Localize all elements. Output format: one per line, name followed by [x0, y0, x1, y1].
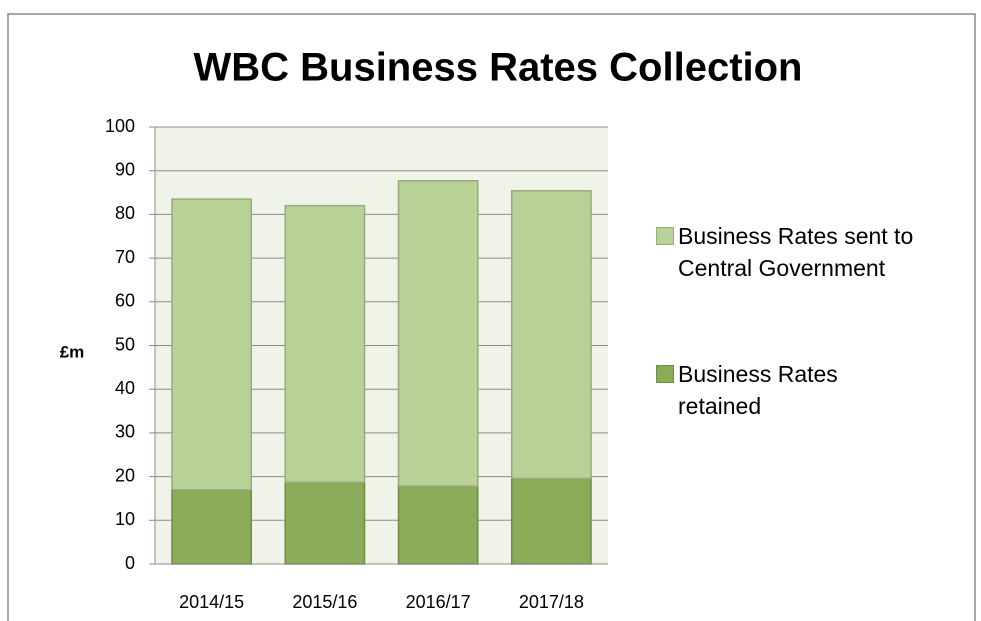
- y-tick-label: 50: [115, 334, 135, 354]
- x-tick-label: 2016/17: [406, 592, 471, 612]
- y-tick-label: 30: [115, 422, 135, 442]
- bar-segment: [284, 481, 366, 565]
- x-tick-label: 2014/15: [179, 592, 244, 612]
- bar-segment: [171, 198, 253, 491]
- bar-segment: [284, 204, 366, 484]
- legend-label: Business Rates retained: [678, 361, 838, 419]
- legend-item: Business Rates sent to Central Governmen…: [656, 220, 956, 284]
- y-tick-label: 90: [115, 159, 135, 179]
- bar-segment: [397, 180, 479, 487]
- bar-segment: [397, 485, 479, 565]
- chart-title: WBC Business Rates Collection: [193, 46, 802, 90]
- bar-segment: [510, 190, 592, 480]
- legend-label: Business Rates sent to Central Governmen…: [678, 223, 914, 281]
- legend-swatch: [656, 365, 674, 383]
- legend-swatch: [656, 227, 674, 245]
- frame: [7, 13, 976, 621]
- y-tick-label: 70: [115, 247, 135, 267]
- bar-segment: [171, 488, 253, 565]
- y-tick-label: 60: [115, 291, 135, 311]
- y-tick-label: 20: [115, 465, 135, 485]
- y-axis-label: £m: [60, 342, 85, 361]
- x-tick-label: 2015/16: [292, 592, 357, 612]
- y-tick-label: 0: [125, 553, 135, 573]
- y-tick-label: 40: [115, 378, 135, 398]
- legend-item: Business Rates retained: [656, 358, 956, 422]
- y-tick-label: 80: [115, 203, 135, 223]
- y-tick-label: 100: [105, 116, 135, 136]
- y-tick-label: 10: [115, 509, 135, 529]
- bar-segment: [510, 477, 592, 565]
- x-tick-label: 2017/18: [519, 592, 584, 612]
